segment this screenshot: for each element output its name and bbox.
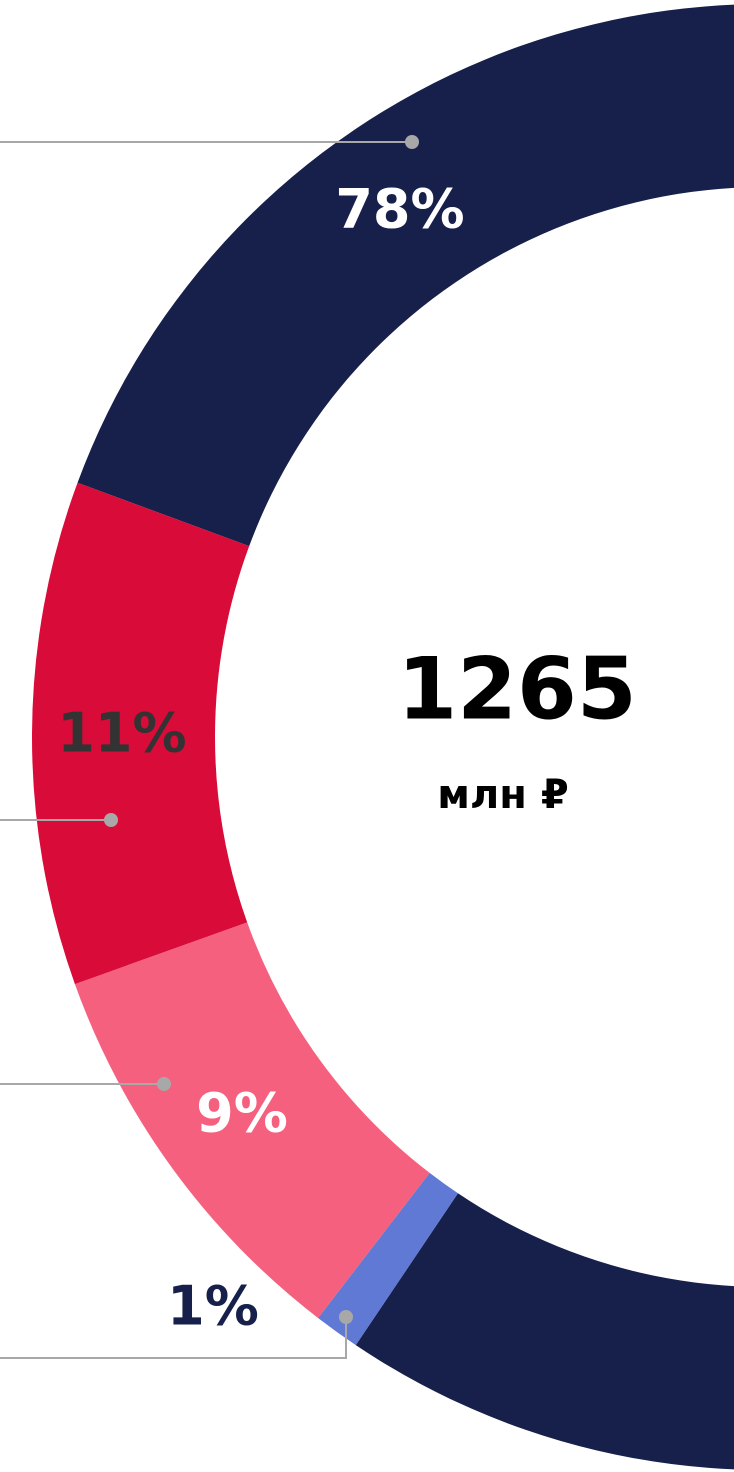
center-label: млн ₽ xyxy=(437,772,568,818)
value-label: 11% xyxy=(57,702,186,765)
leader-dot xyxy=(157,1077,171,1091)
value-label: 1% xyxy=(167,1275,259,1338)
donut-segment xyxy=(31,482,250,985)
donut-segment xyxy=(77,4,734,1470)
leader-line xyxy=(0,1317,347,1359)
center-value: 1265 xyxy=(397,639,636,739)
donut-segment xyxy=(318,1172,458,1346)
donut xyxy=(31,4,734,1470)
donut-segment xyxy=(74,922,430,1318)
leaders xyxy=(0,135,419,1359)
leader-dot xyxy=(339,1310,353,1324)
value-label: 78% xyxy=(335,178,464,241)
value-label: 9% xyxy=(196,1082,288,1145)
leader-dot xyxy=(104,813,118,827)
leader-dot xyxy=(405,135,419,149)
